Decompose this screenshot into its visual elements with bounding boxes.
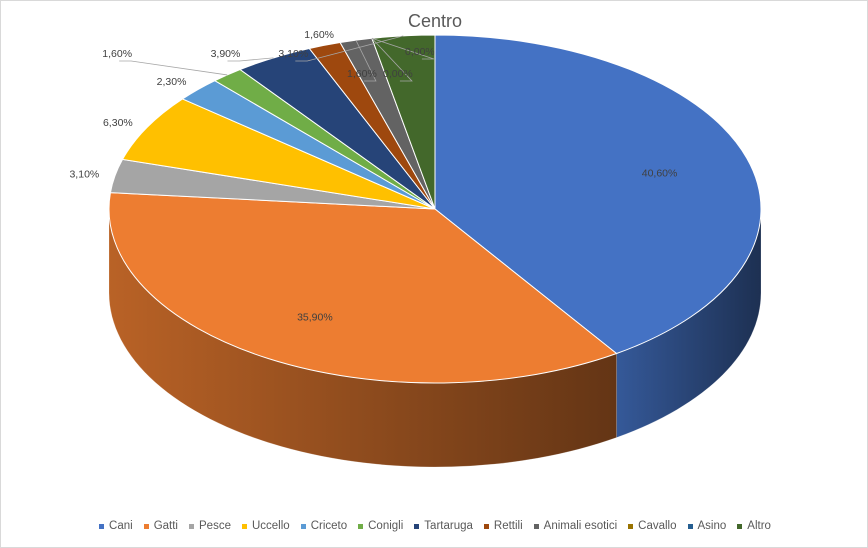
legend: Cani Gatti Pesce Uccello Criceto Conigli Tarta… <box>1 520 867 532</box>
legend-label: Conigli <box>368 520 404 532</box>
legend-label: Tartaruga <box>424 520 473 532</box>
legend-label: Altro <box>747 520 771 532</box>
leader-line-asino <box>371 37 435 60</box>
legend-item-criceto: Criceto <box>300 520 348 532</box>
legend-item-rettili: Rettili <box>483 520 523 532</box>
legend-swatch <box>628 523 634 529</box>
leader-line-conigli <box>119 60 228 76</box>
legend-swatch <box>687 523 693 529</box>
data-label-cani: 40,60% <box>642 168 678 180</box>
legend-label: Uccello <box>251 520 290 532</box>
legend-swatch <box>533 523 539 529</box>
legend-swatch <box>143 523 149 529</box>
legend-item-tartaruga: Tartaruga <box>414 520 473 532</box>
legend-label: Asino <box>697 520 727 532</box>
leader-line-altro <box>295 35 404 62</box>
pie-top-faces <box>108 34 762 384</box>
pie-slice-gatti <box>108 192 618 384</box>
data-label-animali-esotici: 1,60% <box>347 68 377 80</box>
data-label-conigli: 1,60% <box>102 48 132 60</box>
legend-label: Gatti <box>153 520 178 532</box>
legend-swatch <box>241 523 247 529</box>
legend-item-altro: Altro <box>737 520 771 532</box>
chart-title: Centro <box>407 11 463 31</box>
legend-item-conigli: Conigli <box>358 520 403 532</box>
legend-item-gatti: Gatti <box>143 520 178 532</box>
data-label-criceto: 2,30% <box>157 76 187 88</box>
legend-label: Criceto <box>310 520 348 532</box>
legend-item-cavallo: Cavallo <box>628 520 677 532</box>
legend-swatch <box>483 523 489 529</box>
legend-label: Cavallo <box>638 520 677 532</box>
legend-item-cani: Cani <box>99 520 133 532</box>
pie-slice-uccello <box>121 98 436 210</box>
data-label-cavallo: 0,00% <box>383 68 413 80</box>
legend-item-animali-esotici: Animali esotici <box>533 520 618 532</box>
data-label-rettili: 1,60% <box>304 29 334 41</box>
legend-label: Rettili <box>493 520 523 532</box>
legend-item-uccello: Uccello <box>241 520 290 532</box>
data-label-gatti: 35,90% <box>297 312 333 324</box>
data-label-pesce: 3,10% <box>69 169 99 181</box>
leader-line-animali-esotici <box>355 40 377 82</box>
data-label-uccello: 6,30% <box>103 117 133 129</box>
leader-line-tartaruga <box>227 57 274 62</box>
leader-line-cavallo <box>371 38 413 82</box>
legend-swatch <box>414 523 420 529</box>
legend-label: Cani <box>109 520 133 532</box>
legend-swatch <box>300 523 306 529</box>
legend-swatch <box>189 523 194 529</box>
legend-item-asino: Asino <box>687 520 727 532</box>
legend-label: Pesce <box>199 520 231 532</box>
data-label-altro: 3,10% <box>278 48 308 60</box>
legend-swatch <box>99 523 105 529</box>
legend-swatch <box>358 523 364 529</box>
data-label-asino: 0,00% <box>405 46 435 58</box>
pie-slice-cani <box>434 34 762 355</box>
legend-item-pesce: Pesce <box>189 520 231 532</box>
data-label-tartaruga: 3,90% <box>211 48 241 60</box>
data-labels: 40,60% 35,90% 3,10% 6,30% 2,30% 1,60% 3,90% 1,6… <box>69 29 677 324</box>
legend-swatch <box>737 523 743 529</box>
legend-label: Animali esotici <box>543 520 618 532</box>
